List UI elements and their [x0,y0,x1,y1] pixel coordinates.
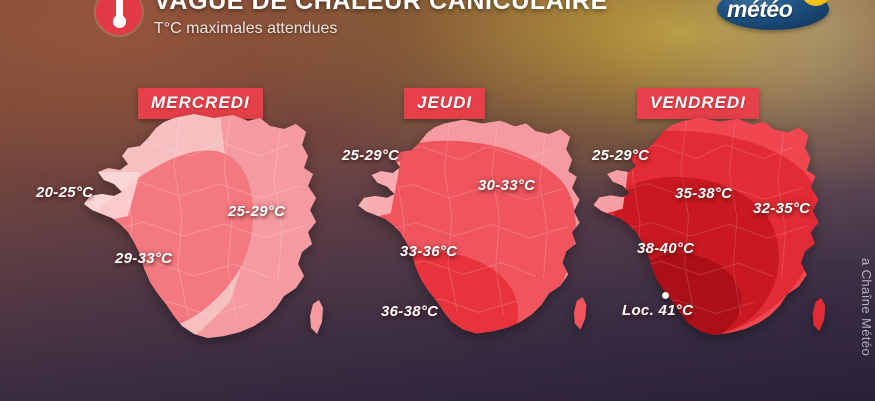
france-map-vendredi[interactable] [580,112,832,362]
thermometer-icon [96,0,142,35]
temperature-label: 35-38°C [675,185,733,202]
temperature-label: 25-29°C [592,147,650,164]
watermark: a Chaîne Météo [859,258,874,357]
page-subtitle: T°C maximales attendues [154,20,338,37]
day-banner-mercredi[interactable]: MERCREDI [138,88,263,119]
logo-main-text: météo [727,0,793,22]
temperature-label: 25-29°C [342,147,400,164]
temperature-label: Loc. 41°C [622,302,694,319]
day-banner-vendredi[interactable]: VENDREDI [637,88,759,119]
day-banner-jeudi[interactable]: JEUDI [404,88,486,119]
map-zones [84,114,316,338]
temperature-label: 30-33°C [478,177,536,194]
temperature-label: 38-40°C [637,240,695,257]
temperature-label: 20-25°C [36,184,94,201]
temperature-label: 25-29°C [228,203,286,220]
channel-logo[interactable]: La Chaîne météo [717,0,839,34]
france-map-jeudi[interactable] [345,112,593,362]
corsica-shape [310,300,323,334]
sun-icon [801,0,831,6]
temperature-label: 32-35°C [753,200,811,217]
temperature-label: 33-36°C [400,243,458,260]
temperature-label: 36-38°C [381,303,439,320]
page-title: VAGUE DE CHALEUR CANICULAIRE [154,0,608,15]
header: VAGUE DE CHALEUR CANICULAIRE T°C maximal… [96,0,608,40]
temperature-label: 29-33°C [115,250,173,267]
loc-marker-dot [662,292,669,299]
corsica-shape [573,297,587,330]
corsica-shape [812,298,826,332]
france-map-mercredi[interactable] [70,112,330,362]
